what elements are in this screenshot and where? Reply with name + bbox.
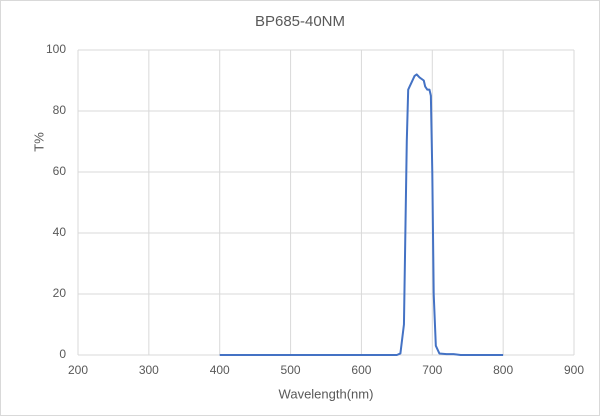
y-tick-label: 40	[53, 225, 67, 239]
x-tick-label: 800	[493, 363, 513, 377]
chart-title: BP685-40NM	[255, 13, 345, 30]
x-axis-label: Wavelength(nm)	[279, 386, 374, 401]
y-axis-label: T%	[31, 132, 46, 152]
y-tick-label: 60	[53, 164, 67, 178]
y-tick-label: 0	[59, 347, 66, 361]
x-tick-label: 600	[351, 363, 371, 377]
data-line	[219, 73, 504, 356]
x-tick-label: 200	[68, 363, 88, 377]
y-tick-label: 20	[53, 286, 67, 300]
x-tick-label: 900	[564, 363, 584, 377]
x-tick-label: 400	[210, 363, 230, 377]
y-tick-label: 80	[53, 103, 67, 117]
y-tick-label: 100	[46, 42, 66, 56]
x-tick-label: 500	[281, 363, 301, 377]
x-tick-label: 300	[139, 363, 159, 377]
x-tick-label: 700	[422, 363, 442, 377]
